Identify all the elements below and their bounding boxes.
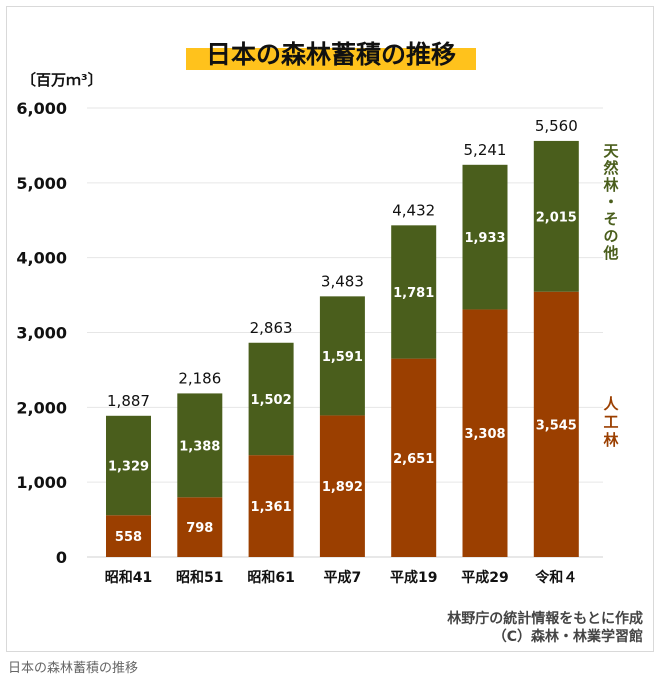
x-tick-label: 平成7 xyxy=(324,569,362,586)
data-label-planted: 3,308 xyxy=(464,427,505,442)
title-highlight xyxy=(186,48,476,70)
figure-caption: 日本の森林蓄積の推移 xyxy=(8,661,139,676)
grid-layer: 0 1,000 2,000 3,000 4,000 5,000 6,000 xyxy=(16,99,603,567)
source-note: 林野庁の統計情報をもとに作成 xyxy=(447,610,643,627)
y-tick-label: 3,000 xyxy=(16,324,67,343)
bar-natural xyxy=(319,296,365,416)
x-tick-label: 平成29 xyxy=(461,569,508,586)
credit-note: （C）森林・林業学習館 xyxy=(493,628,643,645)
total-label: 1,887 xyxy=(107,392,150,410)
data-label-planted: 1,361 xyxy=(251,500,292,515)
bar-natural xyxy=(533,140,579,292)
bar-planted xyxy=(391,358,437,557)
data-label-planted: 1,892 xyxy=(322,480,363,495)
total-label: 2,863 xyxy=(250,319,293,337)
x-tick-label: 昭和61 xyxy=(247,570,294,586)
data-label-natural: 1,591 xyxy=(322,350,363,365)
bar-planted xyxy=(248,455,294,557)
footer-layer: 林野庁の統計情報をもとに作成 （C）森林・林業学習館 xyxy=(447,610,643,645)
title-layer: 日本の森林蓄積の推移 〔百万ｍ³〕 xyxy=(21,40,476,89)
x-tick-label: 平成19 xyxy=(390,569,437,586)
bar-planted xyxy=(319,415,365,557)
bar-planted xyxy=(106,515,151,557)
data-label-natural: 1,329 xyxy=(108,460,149,475)
bar-natural xyxy=(391,225,437,359)
y-tick-label: 0 xyxy=(56,548,67,567)
total-label: 5,241 xyxy=(464,141,507,159)
chart-frame: 0 1,000 2,000 3,000 4,000 5,000 6,000 日本の森林蓄積の… xyxy=(6,6,654,652)
data-label-natural: 2,015 xyxy=(536,210,577,225)
data-label-natural: 1,781 xyxy=(393,286,434,301)
data-label-planted: 798 xyxy=(186,521,213,536)
bar-natural xyxy=(106,415,151,516)
x-tick-label: 昭和51 xyxy=(176,570,223,586)
data-label-natural: 1,933 xyxy=(464,231,505,246)
legend-planted: 人工林 xyxy=(603,395,619,449)
total-label: 4,432 xyxy=(392,201,435,219)
stacked-bar-chart: 0 1,000 2,000 3,000 4,000 5,000 6,000 日本の森林蓄積の… xyxy=(16,40,643,645)
bars-layer: 558 1,329 1,887 昭和41 798 1,388 2,186 昭和51 1,361 1… xyxy=(105,117,579,586)
chart-title: 日本の森林蓄積の推移 xyxy=(206,40,456,69)
bar-planted xyxy=(462,309,508,557)
y-tick-label: 5,000 xyxy=(16,174,67,193)
bar-natural xyxy=(462,164,508,310)
x-tick-label: 昭和41 xyxy=(105,570,152,586)
data-label-natural: 1,388 xyxy=(179,439,220,454)
data-label-planted: 3,545 xyxy=(536,418,577,433)
data-label-natural: 1,502 xyxy=(251,393,292,408)
bar-natural xyxy=(177,393,223,498)
total-label: 5,560 xyxy=(535,117,578,135)
bar-natural xyxy=(248,342,294,456)
total-label: 3,483 xyxy=(321,272,364,290)
y-tick-label: 6,000 xyxy=(16,99,67,118)
x-tick-label: 令和４ xyxy=(534,569,577,586)
data-label-planted: 2,651 xyxy=(393,452,434,467)
data-label-planted: 558 xyxy=(115,530,142,545)
y-tick-label: 4,000 xyxy=(16,249,67,268)
y-axis-unit-label: 〔百万ｍ³〕 xyxy=(21,71,103,89)
y-tick-label: 1,000 xyxy=(16,473,67,492)
bar-planted xyxy=(177,497,223,557)
bar-planted xyxy=(533,291,579,557)
legend-natural: 天然林・その他 xyxy=(602,142,619,262)
total-label: 2,186 xyxy=(178,369,221,387)
y-tick-label: 2,000 xyxy=(16,398,67,417)
